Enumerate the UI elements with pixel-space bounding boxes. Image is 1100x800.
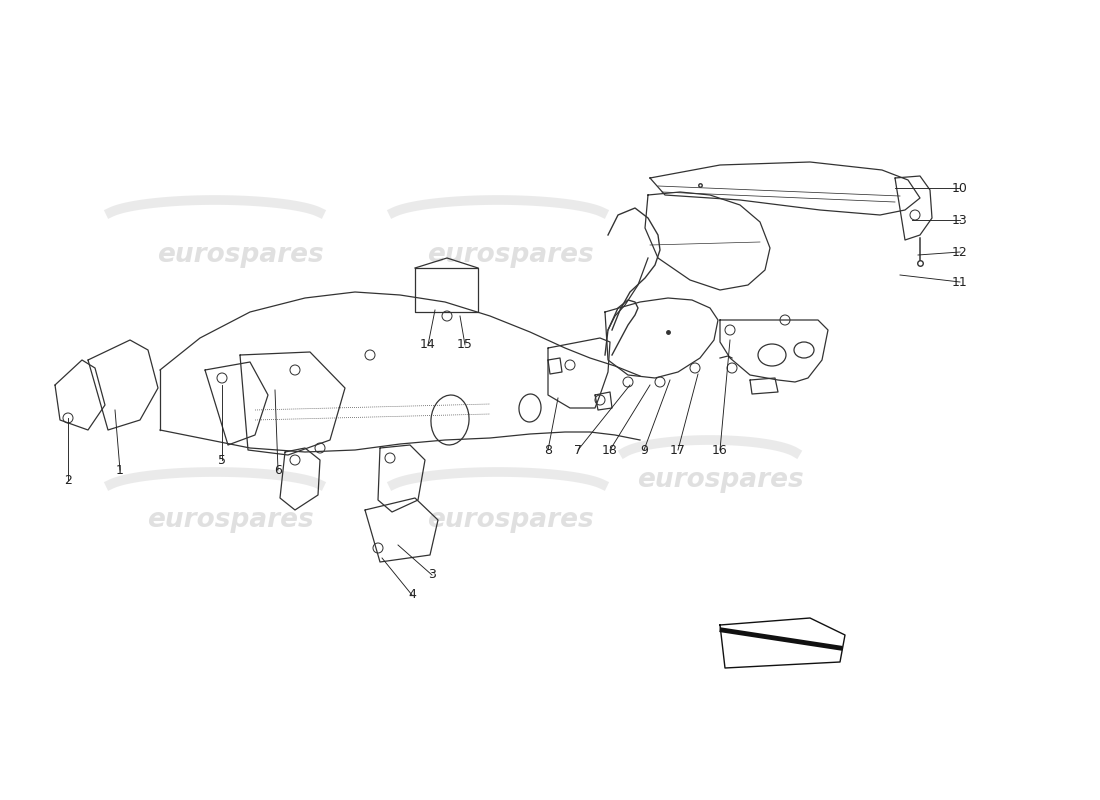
Text: 1: 1 bbox=[117, 463, 124, 477]
Text: 9: 9 bbox=[640, 443, 648, 457]
Text: 10: 10 bbox=[953, 182, 968, 194]
Text: 6: 6 bbox=[274, 463, 282, 477]
Text: 5: 5 bbox=[218, 454, 226, 466]
Text: 13: 13 bbox=[953, 214, 968, 226]
Text: eurospares: eurospares bbox=[427, 242, 593, 268]
Text: 8: 8 bbox=[544, 443, 552, 457]
Text: 14: 14 bbox=[420, 338, 436, 351]
Text: 18: 18 bbox=[602, 443, 618, 457]
Text: eurospares: eurospares bbox=[146, 507, 314, 533]
Text: 11: 11 bbox=[953, 275, 968, 289]
Text: 7: 7 bbox=[574, 443, 582, 457]
Text: 2: 2 bbox=[64, 474, 72, 486]
Text: 15: 15 bbox=[458, 338, 473, 351]
Text: 4: 4 bbox=[408, 589, 416, 602]
Text: 16: 16 bbox=[712, 443, 728, 457]
Text: 17: 17 bbox=[670, 443, 686, 457]
Text: eurospares: eurospares bbox=[637, 467, 803, 493]
Text: eurospares: eurospares bbox=[156, 242, 323, 268]
Text: 12: 12 bbox=[953, 246, 968, 258]
Text: 3: 3 bbox=[428, 569, 436, 582]
Text: eurospares: eurospares bbox=[427, 507, 593, 533]
